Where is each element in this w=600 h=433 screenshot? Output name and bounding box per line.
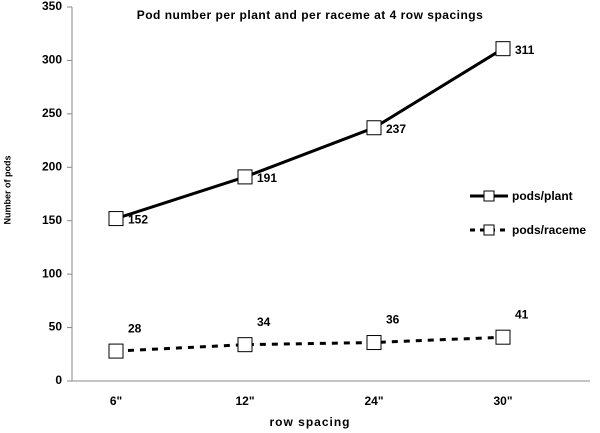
data-label: 36 bbox=[386, 313, 400, 327]
y-tick-label: 300 bbox=[42, 53, 62, 67]
x-tick-label: 24" bbox=[364, 394, 383, 408]
data-label: 152 bbox=[128, 213, 148, 227]
marker bbox=[108, 343, 124, 359]
y-tick-label: 0 bbox=[55, 373, 62, 387]
y-tick-label: 350 bbox=[42, 0, 62, 13]
marker bbox=[495, 329, 511, 345]
y-tick-label: 250 bbox=[42, 106, 62, 120]
y-tick-label: 150 bbox=[42, 213, 62, 227]
data-label: 41 bbox=[515, 307, 529, 321]
x-tick-label: 30" bbox=[493, 394, 512, 408]
data-label: 28 bbox=[128, 321, 142, 335]
data-label: 191 bbox=[257, 171, 277, 185]
data-label: 311 bbox=[515, 43, 535, 57]
marker bbox=[366, 120, 382, 136]
marker bbox=[108, 211, 124, 227]
marker bbox=[366, 335, 382, 351]
legend-label: pods/raceme bbox=[512, 223, 586, 237]
legend-label: pods/plant bbox=[512, 189, 573, 203]
y-tick-label: 200 bbox=[42, 159, 62, 173]
data-label: 34 bbox=[257, 315, 271, 329]
x-axis-title: row spacing bbox=[269, 415, 350, 429]
marker bbox=[237, 169, 253, 185]
data-label: 237 bbox=[386, 122, 406, 136]
x-tick-label: 6" bbox=[110, 394, 122, 408]
legend-marker bbox=[483, 190, 495, 202]
y-tick-label: 100 bbox=[42, 266, 62, 280]
legend-marker bbox=[483, 224, 495, 236]
series-line bbox=[115, 335, 504, 353]
y-tick-label: 50 bbox=[49, 320, 63, 334]
series-line bbox=[115, 47, 504, 221]
y-axis-title: Number of pods bbox=[2, 156, 12, 225]
marker bbox=[237, 337, 253, 353]
x-tick-label: 12" bbox=[235, 394, 254, 408]
chart-title: Pod number per plant and per raceme at 4… bbox=[137, 8, 484, 22]
marker bbox=[495, 41, 511, 57]
